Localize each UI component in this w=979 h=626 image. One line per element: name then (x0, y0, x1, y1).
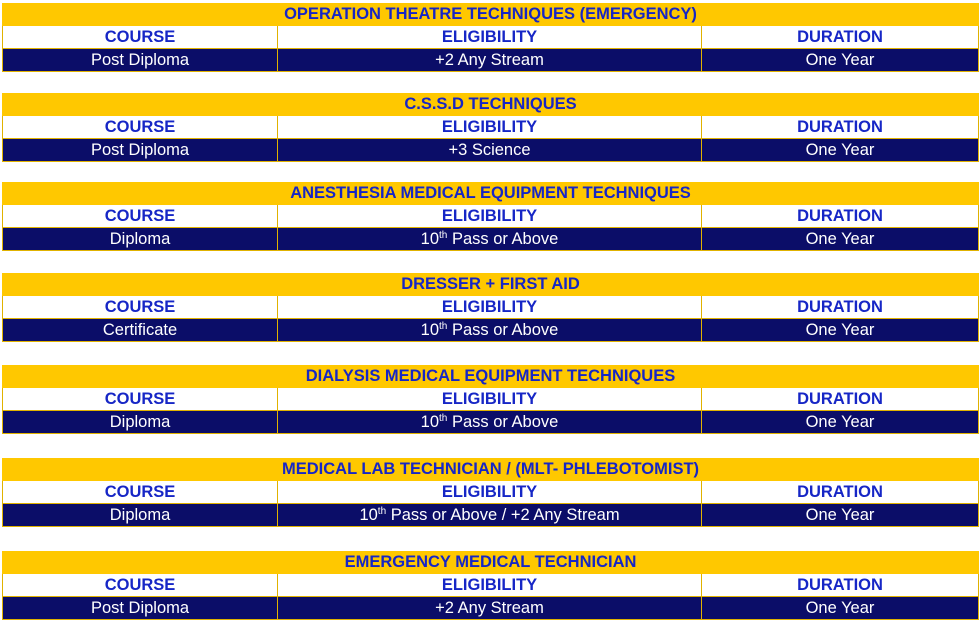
eligibility-cell: 10th Pass or Above (277, 318, 702, 342)
duration-column-header: DURATION (701, 204, 979, 228)
section-title: MEDICAL LAB TECHNICIAN / (MLT- PHLEBOTOM… (1, 458, 979, 481)
course-column-header: COURSE (2, 204, 278, 228)
eligibility-main: 10 (420, 229, 440, 248)
course-column-header: COURSE (2, 387, 278, 411)
course-cell: Post Diploma (2, 596, 278, 620)
course-table: OPERATION THEATRE TECHNIQUES (EMERGENCY)… (1, 3, 979, 72)
course-table: DIALYSIS MEDICAL EQUIPMENT TECHNIQUES CO… (1, 365, 979, 434)
section-title: EMERGENCY MEDICAL TECHNICIAN (2, 551, 979, 574)
eligibility-main: 10 (359, 505, 378, 524)
column-header-row: COURSE ELIGIBILITY DURATION (2, 295, 979, 319)
course-table: DRESSER + FIRST AID COURSE ELIGIBILITY D… (2, 273, 979, 342)
section-title: DIALYSIS MEDICAL EQUIPMENT TECHNIQUES (1, 365, 979, 388)
duration-cell: One Year (701, 318, 979, 342)
column-header-row: COURSE ELIGIBILITY DURATION (2, 387, 979, 411)
course-table: MEDICAL LAB TECHNICIAN / (MLT- PHLEBOTOM… (1, 458, 979, 527)
course-column-header: COURSE (2, 573, 278, 597)
duration-column-header: DURATION (701, 573, 979, 597)
section-title: ANESTHESIA MEDICAL EQUIPMENT TECHNIQUES (2, 182, 979, 205)
eligibility-cell: 10th Pass or Above / +2 Any Stream (277, 503, 702, 527)
eligibility-column-header: ELIGIBILITY (277, 295, 702, 319)
duration-cell: One Year (700, 503, 979, 527)
eligibility-cell: +2 Any Stream (277, 596, 702, 620)
eligibility-main: +2 Any Stream (435, 50, 544, 69)
eligibility-rest: Pass or Above (447, 229, 559, 248)
ordinal-suffix: th (439, 320, 448, 332)
table-row: Diploma 10th Pass or Above / +2 Any Stre… (2, 503, 979, 527)
course-table: ANESTHESIA MEDICAL EQUIPMENT TECHNIQUES … (2, 182, 979, 251)
eligibility-column-header: ELIGIBILITY (277, 204, 702, 228)
eligibility-rest: Pass or Above / +2 Any Stream (386, 505, 620, 524)
column-header-row: COURSE ELIGIBILITY DURATION (2, 204, 979, 228)
course-table: EMERGENCY MEDICAL TECHNICIAN COURSE ELIG… (2, 551, 979, 620)
column-header-row: COURSE ELIGIBILITY DURATION (2, 115, 979, 139)
eligibility-column-header: ELIGIBILITY (277, 387, 702, 411)
table-row: Diploma 10th Pass or Above One Year (2, 410, 979, 434)
column-header-row: COURSE ELIGIBILITY DURATION (2, 480, 979, 504)
duration-cell: One Year (701, 596, 979, 620)
section-title-row: C.S.S.D TECHNIQUES (1, 93, 979, 116)
course-cell: Diploma (2, 503, 278, 527)
course-cell: Diploma (2, 227, 278, 251)
section-title-row: MEDICAL LAB TECHNICIAN / (MLT- PHLEBOTOM… (1, 458, 979, 481)
course-column-header: COURSE (2, 25, 278, 49)
course-column-header: COURSE (2, 295, 278, 319)
column-header-row: COURSE ELIGIBILITY DURATION (2, 573, 979, 597)
eligibility-column-header: ELIGIBILITY (277, 25, 702, 49)
ordinal-suffix: th (377, 505, 387, 517)
eligibility-main: +2 Any Stream (435, 598, 544, 617)
duration-cell: One Year (700, 138, 979, 162)
course-cell: Certificate (2, 318, 278, 342)
section-title-row: DIALYSIS MEDICAL EQUIPMENT TECHNIQUES (1, 365, 979, 388)
duration-column-header: DURATION (700, 480, 979, 504)
section-title: DRESSER + FIRST AID (2, 273, 979, 296)
eligibility-main: 10 (420, 412, 440, 431)
section-title-row: DRESSER + FIRST AID (2, 273, 979, 296)
duration-column-header: DURATION (700, 115, 979, 139)
table-row: Post Diploma +3 Science One Year (2, 138, 979, 162)
course-cell: Post Diploma (2, 138, 278, 162)
section-title: OPERATION THEATRE TECHNIQUES (EMERGENCY) (1, 3, 979, 26)
duration-column-header: DURATION (700, 25, 979, 49)
eligibility-rest: Pass or Above (447, 320, 559, 339)
eligibility-main: 10 (420, 320, 440, 339)
course-column-header: COURSE (2, 115, 278, 139)
eligibility-cell: 10th Pass or Above (277, 227, 702, 251)
section-title: C.S.S.D TECHNIQUES (1, 93, 979, 116)
eligibility-cell: +3 Science (277, 138, 702, 162)
course-cell: Post Diploma (2, 48, 278, 72)
eligibility-main: +3 Science (448, 140, 531, 159)
table-row: Post Diploma +2 Any Stream One Year (2, 596, 979, 620)
section-title-row: EMERGENCY MEDICAL TECHNICIAN (2, 551, 979, 574)
duration-column-header: DURATION (700, 387, 979, 411)
eligibility-rest: Pass or Above (447, 412, 559, 431)
ordinal-suffix: th (439, 229, 448, 241)
eligibility-cell: 10th Pass or Above (277, 410, 702, 434)
duration-column-header: DURATION (701, 295, 979, 319)
course-table: C.S.S.D TECHNIQUES COURSE ELIGIBILITY DU… (1, 93, 979, 162)
table-row: Post Diploma +2 Any Stream One Year (2, 48, 979, 72)
eligibility-column-header: ELIGIBILITY (277, 115, 702, 139)
duration-cell: One Year (700, 410, 979, 434)
eligibility-column-header: ELIGIBILITY (277, 573, 702, 597)
duration-cell: One Year (700, 48, 979, 72)
ordinal-suffix: th (439, 412, 448, 424)
eligibility-column-header: ELIGIBILITY (277, 480, 702, 504)
table-row: Diploma 10th Pass or Above One Year (2, 227, 979, 251)
eligibility-cell: +2 Any Stream (277, 48, 702, 72)
duration-cell: One Year (701, 227, 979, 251)
table-row: Certificate 10th Pass or Above One Year (2, 318, 979, 342)
column-header-row: COURSE ELIGIBILITY DURATION (2, 25, 979, 49)
section-title-row: OPERATION THEATRE TECHNIQUES (EMERGENCY) (1, 3, 979, 26)
course-cell: Diploma (2, 410, 278, 434)
course-column-header: COURSE (2, 480, 278, 504)
section-title-row: ANESTHESIA MEDICAL EQUIPMENT TECHNIQUES (2, 182, 979, 205)
